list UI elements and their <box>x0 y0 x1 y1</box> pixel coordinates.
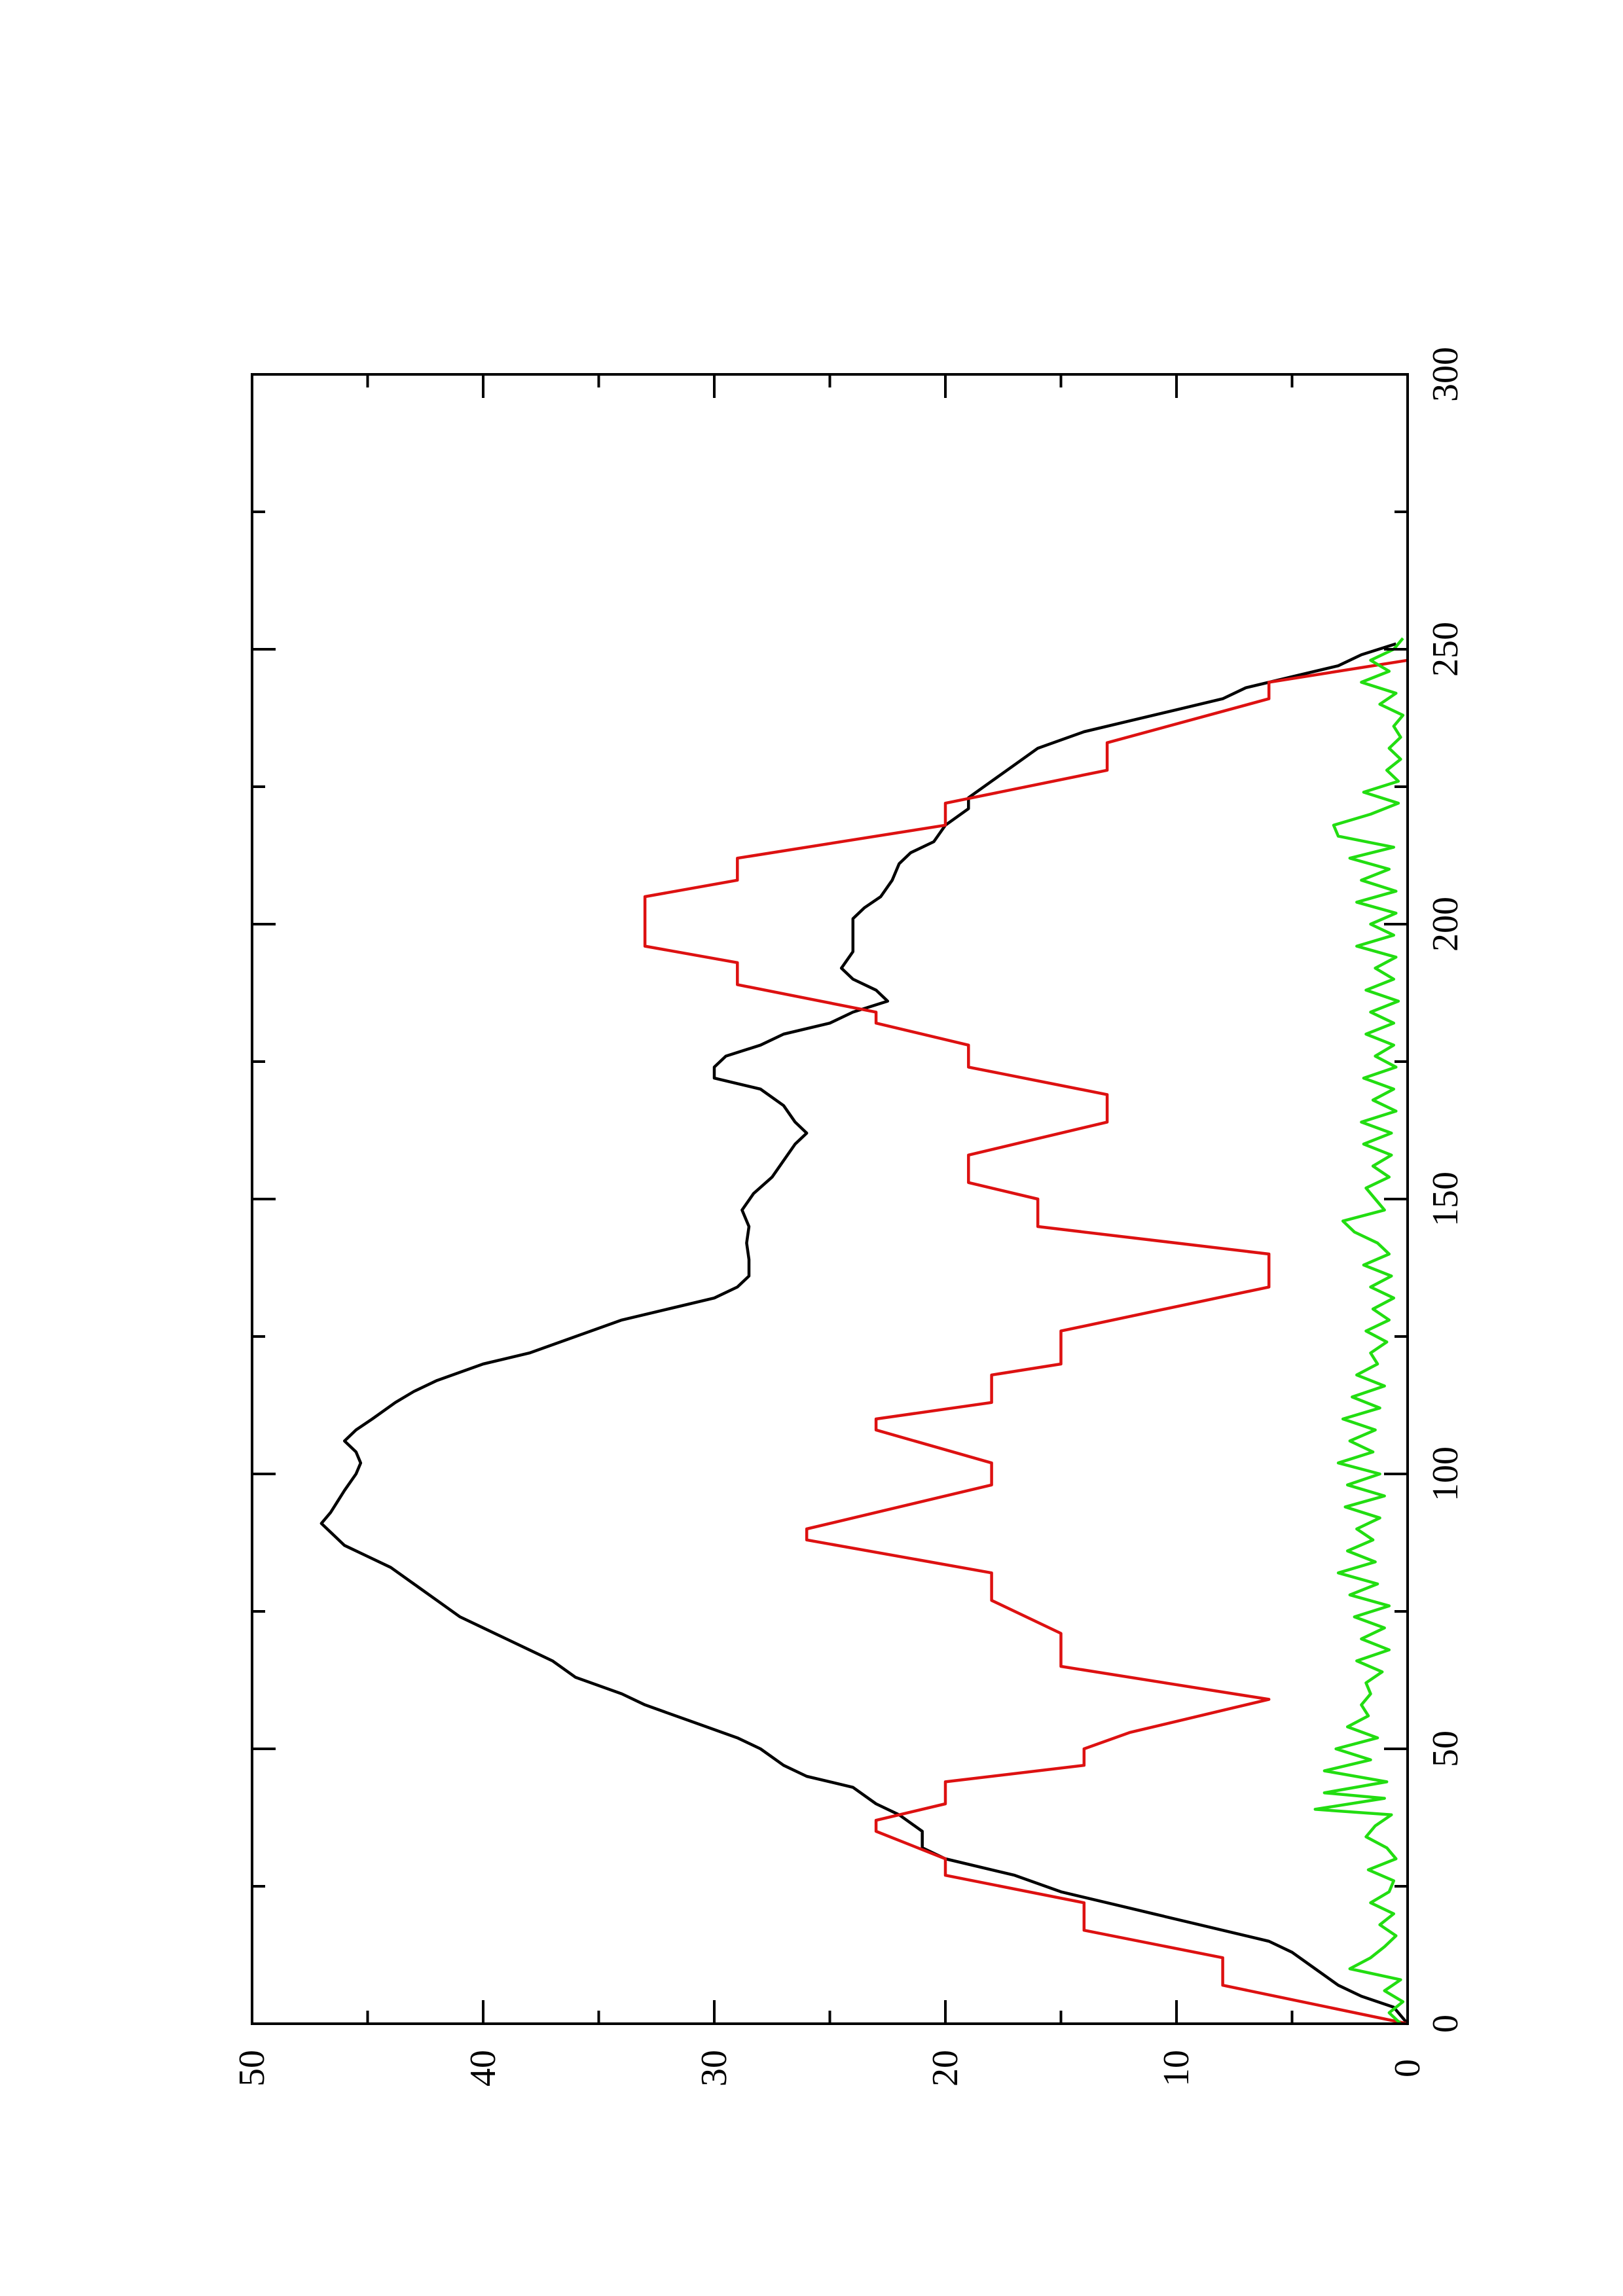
plot-frame <box>251 373 1409 2025</box>
y-tick-label: 50 <box>232 2050 272 2087</box>
y-tick-label: 0 <box>1387 2059 1428 2077</box>
x-tick-label: 150 <box>1425 1172 1466 1227</box>
x-tick-label: 0 <box>1425 2015 1466 2033</box>
y-tick-label: 20 <box>925 2050 966 2087</box>
series-line-1 <box>319 642 1409 2025</box>
x-tick-label: 50 <box>1425 1731 1466 1767</box>
series-layer <box>319 637 1409 2026</box>
series-line-3 <box>1313 637 1405 2025</box>
x-tick-label: 100 <box>1425 1446 1466 1501</box>
x-tick-label: 200 <box>1425 897 1466 952</box>
x-tick-label: 250 <box>1425 622 1466 677</box>
series-line-2 <box>643 658 1408 2026</box>
y-tick-label: 40 <box>463 2050 503 2087</box>
y-tick-label: 10 <box>1156 2050 1197 2087</box>
ticks-layer: 0 50 100 150 200 250 300 0 10 20 30 40 50 <box>232 347 1466 2087</box>
y-tick-label: 30 <box>694 2050 735 2087</box>
x-tick-label: 300 <box>1425 347 1466 402</box>
